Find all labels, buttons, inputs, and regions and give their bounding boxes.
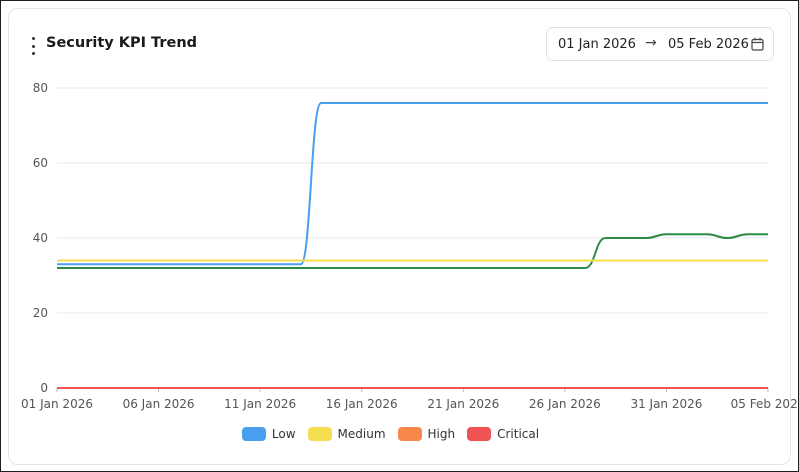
x-tick-label: 16 Jan 2026 bbox=[326, 397, 398, 411]
date-start: 01 Jan 2026 bbox=[558, 37, 636, 52]
x-tick-label: 11 Jan 2026 bbox=[224, 397, 296, 411]
dot bbox=[31, 52, 35, 55]
legend-label: Medium bbox=[337, 427, 386, 441]
x-tick-label: 31 Jan 2026 bbox=[630, 397, 702, 411]
legend-label: High bbox=[427, 427, 456, 441]
calendar-icon[interactable] bbox=[751, 37, 764, 51]
dot bbox=[31, 37, 35, 40]
date-end: 05 Feb 2026 bbox=[668, 37, 749, 52]
legend-item-critical[interactable]: Critical bbox=[467, 427, 539, 441]
series-line-unlabeled bbox=[56, 233, 768, 270]
legend-label: Low bbox=[271, 427, 296, 441]
x-tick-label: 05 Feb 2026 bbox=[731, 397, 798, 411]
legend-label: Critical bbox=[497, 427, 540, 441]
more-options-icon[interactable] bbox=[29, 37, 37, 55]
chart-title: Security KPI Trend bbox=[46, 35, 198, 51]
dot bbox=[31, 44, 35, 48]
series-lines bbox=[56, 101, 768, 390]
x-axis-ticks: 01 Jan 2026 06 Jan 2026 11 Jan 2026 16 Jan … bbox=[21, 388, 798, 411]
y-tick-label: 40 bbox=[33, 231, 48, 245]
legend-swatch bbox=[307, 427, 332, 441]
legend-swatch bbox=[241, 427, 266, 441]
y-axis-ticks: 0 20 40 60 80 bbox=[33, 81, 48, 395]
y-tick-label: 60 bbox=[33, 156, 48, 170]
x-tick-label: 26 Jan 2026 bbox=[529, 397, 601, 411]
y-tick-label: 0 bbox=[40, 381, 48, 395]
legend-swatch bbox=[467, 427, 492, 441]
legend-swatch bbox=[397, 427, 422, 441]
x-tick-label: 01 Jan 2026 bbox=[21, 397, 93, 411]
y-tick-label: 80 bbox=[33, 81, 48, 95]
x-tick-label: 06 Jan 2026 bbox=[123, 397, 195, 411]
grid-lines bbox=[57, 87, 768, 389]
series-line-low bbox=[57, 101, 768, 266]
x-tick-label: 21 Jan 2026 bbox=[427, 397, 499, 411]
legend-item-medium[interactable]: Medium bbox=[307, 427, 386, 441]
legend-item-low[interactable]: Low bbox=[241, 427, 296, 441]
y-tick-label: 20 bbox=[33, 306, 48, 320]
chart-legend: Low Medium High Critical bbox=[1, 427, 780, 441]
legend-item-high[interactable]: High bbox=[397, 427, 456, 441]
date-range-picker[interactable]: 01 Jan 2026 → 05 Feb 2026 bbox=[546, 27, 774, 61]
arrow-right-icon: → bbox=[645, 35, 657, 51]
